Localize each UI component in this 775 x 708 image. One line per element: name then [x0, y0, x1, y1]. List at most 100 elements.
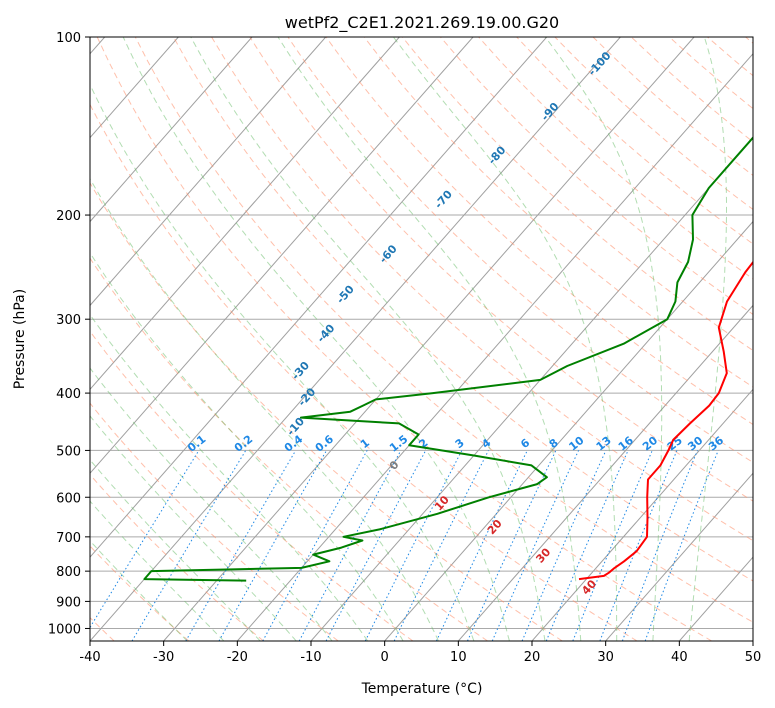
- plot-area: 0.1 0.2 0.4 0.6 1 1.5 2 3 4 6 8 10 13 16 20 25 30 36-100-…: [90, 37, 753, 641]
- mixing-ratio-line: [185, 450, 297, 641]
- dry-adiabat-line: [90, 257, 488, 641]
- moist-adiabat-line: [190, 37, 546, 641]
- dry-adiabat-line: [96, 37, 712, 641]
- moist-adiabat-line: [90, 367, 333, 641]
- moist-adiabat-label: -50: [334, 283, 357, 307]
- mixing-ratio-label: 4: [479, 436, 493, 451]
- isotherm-line: [90, 37, 474, 474]
- moist-adiabat-label: 30: [533, 545, 553, 565]
- mixing-ratio-line: [218, 450, 328, 641]
- isotherm-line: [163, 37, 695, 641]
- y-tick-label: 600: [56, 491, 81, 506]
- dry-adiabat-line: [90, 181, 563, 641]
- y-tick-label: 300: [56, 313, 81, 328]
- moist-adiabat-label: -70: [432, 188, 455, 212]
- x-tick-label: 40: [671, 650, 688, 665]
- dry-adiabat-line: [90, 473, 264, 641]
- mixing-ratio-line: [90, 450, 200, 629]
- dry-adiabat-line: [90, 402, 339, 641]
- moist-adiabat-line: [90, 459, 261, 641]
- moist-adiabat-line: [90, 415, 297, 641]
- x-tick-label: 0: [381, 650, 389, 665]
- axes: -40 -30 -20 -10 0 10 20 30 40 5010020030040050060…: [48, 31, 761, 665]
- moist-adiabat-label: -40: [314, 321, 337, 345]
- x-tick-label: 50: [745, 650, 762, 665]
- mixing-ratio-line: [298, 450, 402, 641]
- isotherm-line: [90, 37, 400, 391]
- dry-adiabat-line: [249, 37, 753, 502]
- moist-adiabat-label: -20: [295, 385, 318, 409]
- moist-adiabat-label: 40: [579, 577, 599, 597]
- dry-adiabat-line: [90, 545, 190, 641]
- mixing-ratio-line: [491, 450, 580, 641]
- isotherm-line: [457, 304, 753, 641]
- dry-adiabat-line: [592, 37, 753, 177]
- mixing-ratio-label: 1.5: [387, 433, 410, 455]
- moist-adiabat-line: [90, 252, 404, 641]
- isotherm-line: [90, 37, 253, 223]
- mixing-ratio-line: [325, 450, 427, 641]
- dry-adiabat-line: [707, 37, 753, 77]
- moist-adiabat-label: 20: [485, 517, 505, 537]
- moist-adiabat-line: [544, 37, 663, 641]
- x-tick-label: -10: [300, 650, 321, 665]
- mixing-ratio-line: [599, 450, 678, 641]
- y-tick-label: 100: [56, 31, 81, 46]
- mixing-ratio-label: 0.1: [185, 433, 208, 455]
- y-tick-label: 1000: [48, 622, 81, 637]
- dry-adiabat-line: [173, 37, 753, 582]
- isotherm-line: [605, 472, 753, 641]
- moist-adiabat-line: [122, 37, 510, 641]
- x-tick-label: 10: [450, 650, 467, 665]
- mixing-ratio-label: 8: [547, 436, 561, 451]
- dry-adiabat-line: [745, 37, 753, 44]
- dry-adiabat-line: [325, 37, 753, 426]
- y-tick-label: 900: [56, 595, 81, 610]
- temperature-profile: [578, 260, 753, 581]
- isotherm-line: [531, 388, 753, 641]
- dry-adiabat-line: [90, 330, 414, 641]
- plot-frame: [89, 36, 754, 642]
- moist-adiabat-label: -90: [539, 100, 562, 124]
- dewpoint-profile: [143, 136, 753, 582]
- mixing-ratio-line: [393, 450, 489, 641]
- y-tick-label: 200: [56, 209, 81, 224]
- moist-adiabat-label: -30: [289, 359, 312, 383]
- y-tick-label: 800: [56, 565, 81, 580]
- isotherm-line: [90, 37, 327, 307]
- moist-adiabat-label: -60: [377, 242, 400, 266]
- moist-adiabat-line: [688, 37, 727, 641]
- moist-adiabat-line: [90, 313, 369, 641]
- y-tick-label: 500: [56, 444, 81, 459]
- moist-adiabat-line: [277, 37, 582, 641]
- x-tick-label: -30: [153, 650, 174, 665]
- isotherm-line: [90, 37, 621, 641]
- isotherm-line: [90, 37, 548, 558]
- chart-title: wetPf2_C2E1.2021.269.19.00.G20: [285, 13, 559, 33]
- y-axis-label: Pressure (hPa): [12, 289, 28, 389]
- mixing-ratio-label: 3: [453, 436, 467, 451]
- moist-adiabat-line: [393, 37, 618, 641]
- moist-adiabat-line: [90, 177, 439, 641]
- x-tick-label: 30: [597, 650, 614, 665]
- dry-adiabat-line: [440, 37, 753, 315]
- dry-adiabat-line: [554, 37, 753, 211]
- dry-adiabat-line: [363, 37, 753, 388]
- x-axis-label: Temperature (°C): [361, 681, 483, 697]
- dry-adiabat-line: [90, 103, 638, 641]
- moist-adiabat-label: 0: [387, 458, 402, 473]
- mixing-ratio-label: 6: [518, 436, 532, 451]
- isotherm-line: [678, 556, 753, 641]
- mixing-ratio-line: [435, 450, 528, 641]
- x-tick-label: -20: [227, 650, 248, 665]
- x-tick-label: 20: [524, 650, 541, 665]
- dry-adiabat-line: [287, 37, 753, 463]
- mixing-ratio-line: [545, 450, 629, 641]
- moist-adiabat-line: [90, 83, 475, 641]
- isotherm-line: [384, 220, 753, 641]
- mixing-ratio-line: [521, 450, 607, 641]
- isotherm-line: [752, 640, 753, 641]
- y-tick-label: 400: [56, 387, 81, 402]
- mixing-ratio-label: 1: [358, 436, 372, 451]
